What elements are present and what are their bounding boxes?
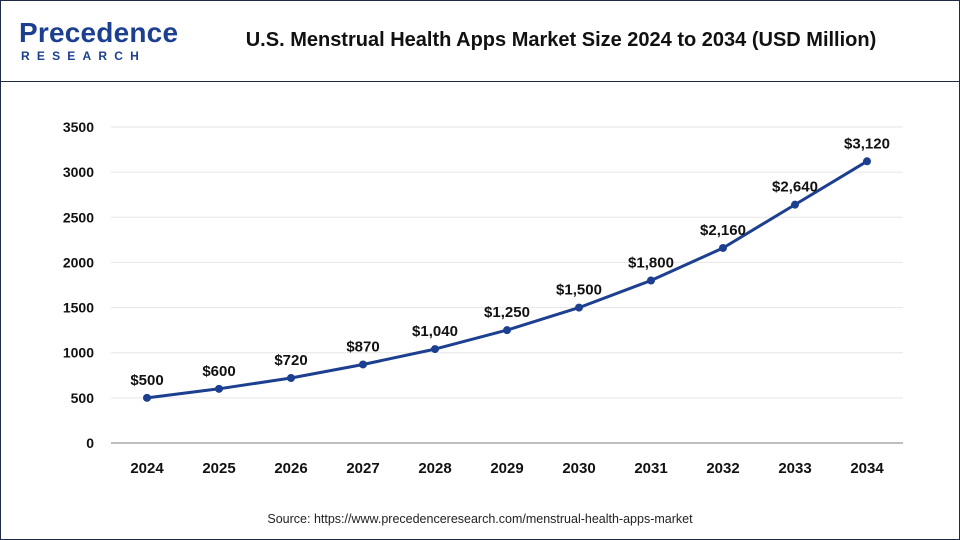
data-point	[719, 243, 727, 252]
data-label: $1,800	[628, 254, 674, 271]
y-tick-label: 2000	[63, 254, 94, 270]
data-point	[215, 384, 223, 393]
data-point	[791, 200, 799, 209]
y-tick-label: 1500	[63, 300, 94, 316]
x-tick-label: 2027	[346, 460, 379, 477]
x-tick-label: 2030	[562, 460, 595, 477]
y-tick-label: 3000	[63, 164, 94, 180]
x-tick-label: 2029	[490, 460, 523, 477]
data-label: $1,040	[412, 323, 458, 340]
data-point	[647, 276, 655, 285]
data-label: $3,120	[844, 135, 890, 152]
data-label: $1,250	[484, 304, 530, 321]
data-point	[431, 345, 439, 354]
y-tick-label: 2500	[63, 209, 94, 225]
x-tick-label: 2025	[202, 460, 235, 477]
data-label: $720	[274, 352, 307, 369]
logo-wordmark: Precedence	[19, 17, 178, 49]
data-point	[359, 360, 367, 369]
data-point	[287, 373, 295, 382]
x-tick-label: 2026	[274, 460, 307, 477]
data-label: $600	[202, 363, 235, 380]
y-tick-label: 1000	[63, 345, 94, 361]
y-tick-label: 0	[86, 435, 94, 451]
data-label: $870	[346, 338, 379, 355]
data-label: $1,500	[556, 282, 602, 299]
x-tick-label: 2031	[634, 460, 667, 477]
data-point	[863, 157, 871, 166]
logo: Precedence RESEARCH	[15, 15, 178, 65]
data-label: $2,640	[772, 179, 818, 196]
x-tick-label: 2034	[850, 460, 884, 477]
logo-subtext: RESEARCH	[21, 49, 146, 63]
chart-title: U.S. Menstrual Health Apps Market Size 2…	[245, 29, 877, 51]
source-note: Source: https://www.precedenceresearch.c…	[267, 512, 693, 526]
data-point	[143, 393, 151, 402]
line-chart: 0 500 1000 1500 2000 2500 3000 3500 2024 2025 2026…	[63, 119, 903, 477]
y-tick-label: 500	[71, 390, 95, 406]
logo-initial: P	[19, 17, 38, 48]
x-tick-label: 2033	[778, 460, 811, 477]
series-line	[146, 160, 868, 400]
data-label: $2,160	[700, 222, 746, 239]
data-point	[575, 303, 583, 312]
x-tick-label: 2032	[706, 460, 739, 477]
x-tick-label: 2024	[130, 460, 164, 477]
header: Precedence RESEARCH U.S. Menstrual Healt…	[1, 1, 959, 82]
logo-main-text: recedence	[37, 17, 179, 48]
data-label: $500	[130, 372, 163, 389]
data-point	[503, 326, 511, 335]
x-tick-label: 2028	[418, 460, 451, 477]
y-tick-label: 3500	[63, 119, 94, 135]
